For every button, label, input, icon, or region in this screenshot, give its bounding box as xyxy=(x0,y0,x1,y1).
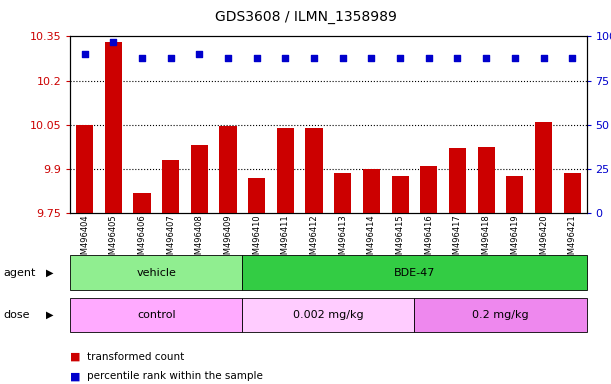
Bar xyxy=(76,125,93,213)
Bar xyxy=(133,192,150,213)
Text: ▶: ▶ xyxy=(46,310,54,320)
Point xyxy=(424,55,434,61)
Point xyxy=(252,55,262,61)
Point xyxy=(481,55,491,61)
Bar xyxy=(334,173,351,213)
Point xyxy=(166,55,175,61)
Point xyxy=(194,51,204,57)
Bar xyxy=(104,42,122,213)
Text: ■: ■ xyxy=(70,352,81,362)
Text: ▶: ▶ xyxy=(46,268,54,278)
Point xyxy=(367,55,376,61)
Point xyxy=(280,55,290,61)
Point xyxy=(223,55,233,61)
Point xyxy=(137,55,147,61)
Bar xyxy=(248,178,265,213)
Bar xyxy=(535,122,552,213)
Point xyxy=(539,55,549,61)
Point xyxy=(395,55,405,61)
Bar xyxy=(277,128,294,213)
Text: agent: agent xyxy=(3,268,35,278)
Point xyxy=(510,55,520,61)
Point xyxy=(108,39,118,45)
Text: control: control xyxy=(137,310,175,320)
Bar xyxy=(563,173,581,213)
Text: GDS3608 / ILMN_1358989: GDS3608 / ILMN_1358989 xyxy=(214,10,397,23)
Bar xyxy=(162,160,179,213)
Text: vehicle: vehicle xyxy=(136,268,176,278)
Bar xyxy=(507,176,524,213)
Bar xyxy=(449,148,466,213)
Text: BDE-47: BDE-47 xyxy=(393,268,435,278)
Text: percentile rank within the sample: percentile rank within the sample xyxy=(87,371,263,381)
Text: 0.002 mg/kg: 0.002 mg/kg xyxy=(293,310,364,320)
Bar xyxy=(392,176,409,213)
Text: ■: ■ xyxy=(70,371,81,381)
Point xyxy=(309,55,319,61)
Point xyxy=(79,51,89,57)
Bar xyxy=(306,128,323,213)
Bar xyxy=(191,146,208,213)
Bar xyxy=(363,169,380,213)
Point xyxy=(338,55,348,61)
Bar xyxy=(478,147,495,213)
Text: dose: dose xyxy=(3,310,29,320)
Bar xyxy=(219,126,236,213)
Point xyxy=(453,55,463,61)
Text: transformed count: transformed count xyxy=(87,352,185,362)
Text: 0.2 mg/kg: 0.2 mg/kg xyxy=(472,310,529,320)
Point xyxy=(568,55,577,61)
Bar xyxy=(420,166,437,213)
